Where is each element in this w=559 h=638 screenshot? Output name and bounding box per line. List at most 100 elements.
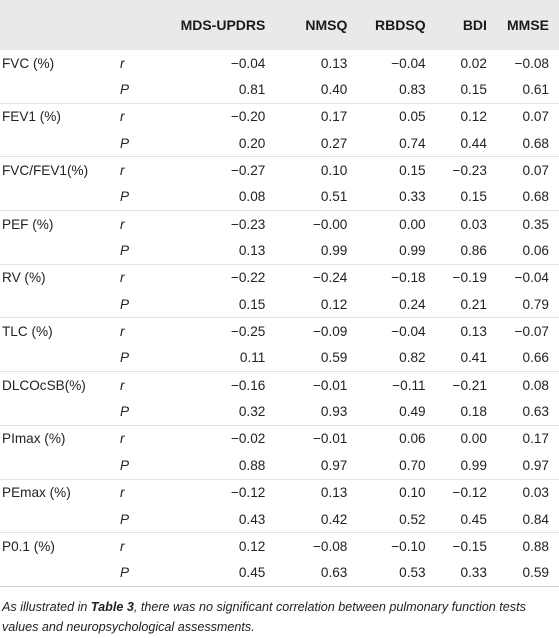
stat-label-cell: P (108, 559, 158, 587)
value-cell-bdi: 0.15 (425, 76, 487, 104)
value-cell-mds-updrs: −0.16 (230, 377, 266, 393)
value-cell-rbdsq: 0.99 (347, 237, 426, 265)
value-cell-mmse: 0.35 (522, 216, 549, 232)
value-cell-mds-updrs: −0.20 (230, 109, 266, 125)
value-cell-nmsq: −0.01 (312, 431, 348, 447)
value-cell-rbdsq: 0.24 (347, 291, 426, 319)
value-cell-nmsq: 0.59 (265, 344, 348, 373)
table-row-r: P0.1 (%) r 0.12 −0.08 −0.10 −0.15 0.88 (0, 533, 559, 560)
stat-label-cell: P (108, 398, 158, 426)
variable-cell: DLCOcSB(%) (2, 377, 86, 393)
header-cell-nmsq: NMSQ (305, 17, 348, 33)
value-cell-rbdsq: 0.83 (347, 76, 426, 104)
value-cell-rbdsq: −0.04 (391, 324, 426, 340)
value-cell-nmsq: −0.08 (312, 538, 348, 554)
value-cell-rbdsq: −0.10 (391, 538, 426, 554)
value-cell-nmsq: −0.01 (312, 377, 348, 393)
stat-label-cell: P (108, 130, 158, 158)
table-row-p: P 0.11 0.59 0.82 0.41 0.66 (0, 344, 559, 373)
stat-label-cell: r (120, 485, 125, 501)
stat-label-cell: P (108, 183, 158, 212)
value-cell-rbdsq: 0.52 (347, 505, 426, 534)
value-cell-nmsq: −0.09 (312, 324, 348, 340)
value-cell-mmse: 0.07 (522, 109, 549, 125)
stat-label-cell: P (108, 76, 158, 104)
variable-cell (0, 237, 109, 265)
value-cell-bdi: 0.13 (460, 324, 487, 340)
value-cell-mds-updrs: −0.04 (230, 55, 266, 71)
stat-label-cell: r (120, 431, 125, 447)
value-cell-mmse: 0.61 (486, 76, 559, 104)
table-row-p: P 0.08 0.51 0.33 0.15 0.68 (0, 183, 559, 212)
value-cell-rbdsq: 0.49 (347, 398, 426, 426)
value-cell-nmsq: 0.13 (320, 485, 348, 501)
stat-label-cell: r (120, 377, 125, 393)
value-cell-nmsq: 0.51 (265, 183, 348, 212)
value-cell-nmsq: 0.17 (320, 109, 348, 125)
variable-cell: TLC (%) (2, 324, 53, 340)
stat-label-cell: r (120, 109, 125, 125)
variable-cell: P0.1 (%) (2, 538, 55, 554)
stat-label-cell: r (120, 270, 125, 286)
value-cell-mmse: 0.68 (486, 130, 559, 158)
value-cell-bdi: 0.33 (425, 559, 487, 587)
value-cell-rbdsq: 0.74 (347, 130, 426, 158)
table-row-r: FVC/FEV1(%) r −0.27 0.10 0.15 −0.23 0.07 (0, 157, 559, 184)
variable-cell (0, 559, 109, 587)
value-cell-rbdsq: −0.04 (391, 55, 426, 71)
variable-cell (0, 344, 109, 373)
variable-cell: FVC (%) (2, 55, 55, 71)
value-cell-mds-updrs: 0.32 (157, 398, 266, 426)
value-cell-bdi: −0.23 (452, 163, 487, 179)
value-cell-rbdsq: 0.06 (399, 431, 426, 447)
table-row-p: P 0.32 0.93 0.49 0.18 0.63 (0, 398, 559, 426)
value-cell-mmse: 0.08 (522, 377, 549, 393)
header-cell-mds-updrs: MDS-UPDRS (180, 17, 266, 33)
value-cell-mds-updrs: 0.15 (157, 291, 266, 319)
header-cell-stat (108, 0, 157, 50)
value-cell-mds-updrs: 0.13 (157, 237, 266, 265)
value-cell-nmsq: 0.13 (320, 55, 348, 71)
stat-label-cell: P (108, 452, 158, 480)
variable-cell (0, 291, 109, 319)
value-cell-mmse: 0.79 (486, 291, 559, 319)
value-cell-rbdsq: 0.05 (399, 109, 426, 125)
value-cell-mds-updrs: 0.20 (157, 130, 266, 158)
value-cell-rbdsq: 0.70 (347, 452, 426, 480)
value-cell-mds-updrs: −0.12 (230, 485, 266, 501)
value-cell-mmse: −0.08 (514, 55, 549, 71)
value-cell-rbdsq: 0.15 (399, 163, 426, 179)
header-cell-mmse: MMSE (507, 17, 549, 33)
caption-before: As illustrated in (2, 600, 91, 614)
value-cell-mds-updrs: 0.81 (157, 76, 266, 104)
stat-label-cell: P (108, 237, 158, 265)
value-cell-mmse: 0.68 (486, 183, 559, 212)
value-cell-mds-updrs: −0.23 (230, 216, 266, 232)
table-row-r: TLC (%) r −0.25 −0.09 −0.04 0.13 −0.07 (0, 318, 559, 345)
value-cell-bdi: 0.18 (425, 398, 487, 426)
variable-cell (0, 130, 109, 158)
stat-label-cell: r (120, 55, 125, 71)
value-cell-bdi: 0.44 (425, 130, 487, 158)
stat-label-cell: P (108, 505, 158, 534)
variable-cell: PEmax (%) (2, 485, 71, 501)
value-cell-bdi: 0.45 (425, 505, 487, 534)
value-cell-mds-updrs: −0.27 (230, 163, 266, 179)
value-cell-bdi: 0.41 (425, 344, 487, 373)
variable-cell (0, 398, 109, 426)
value-cell-mmse: 0.97 (486, 452, 559, 480)
table-row-p: P 0.43 0.42 0.52 0.45 0.84 (0, 505, 559, 534)
value-cell-mds-updrs: −0.22 (230, 270, 266, 286)
table-row-r: RV (%) r −0.22 −0.24 −0.18 −0.19 −0.04 (0, 264, 559, 291)
value-cell-rbdsq: −0.18 (391, 270, 426, 286)
stat-label-cell: P (108, 344, 158, 373)
table-body: FVC (%) r −0.04 0.13 −0.04 0.02 −0.08 P 0.81 0.40… (0, 50, 559, 587)
variable-cell: FVC/FEV1(%) (2, 163, 89, 179)
variable-cell: RV (%) (2, 270, 46, 286)
header-cell-bdi: BDI (462, 17, 487, 33)
value-cell-bdi: 0.03 (460, 216, 487, 232)
value-cell-nmsq: 0.10 (320, 163, 348, 179)
value-cell-rbdsq: 0.00 (399, 216, 426, 232)
value-cell-mmse: 0.07 (522, 163, 549, 179)
value-cell-nmsq: 0.27 (265, 130, 348, 158)
